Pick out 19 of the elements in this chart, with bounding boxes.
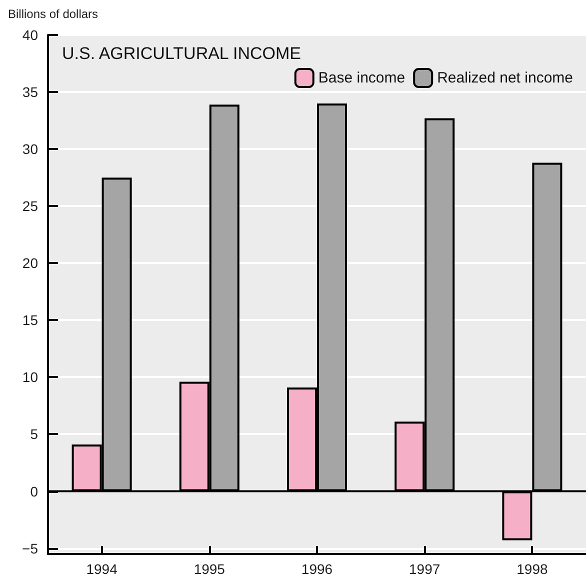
y-tick-label: 35 <box>22 84 38 100</box>
y-tick-label: −5 <box>22 540 38 556</box>
y-tick-label: 25 <box>22 198 38 214</box>
y-tick-label: 0 <box>30 483 38 500</box>
y-tick-label: 5 <box>30 426 38 442</box>
x-tick-label: 1994 <box>86 561 118 577</box>
y-tick-label: 20 <box>22 255 38 272</box>
legend-label: Realized net income <box>437 70 574 86</box>
y-tick-label: 30 <box>22 141 38 158</box>
x-tick-label: 1997 <box>409 561 440 577</box>
y-tick-label: 15 <box>22 312 38 328</box>
y-axis-title: Billions of dollars <box>8 7 98 21</box>
x-tick-label: 1996 <box>301 561 333 577</box>
y-tick-label: 40 <box>22 27 38 43</box>
text: U.S. AGRICULTURAL INCOME <box>62 44 301 63</box>
y-tick-label: 10 <box>22 369 38 386</box>
x-tick-label: 1998 <box>516 561 548 577</box>
legend-label: Base income <box>318 70 406 86</box>
x-tick-label: 1995 <box>194 561 226 577</box>
